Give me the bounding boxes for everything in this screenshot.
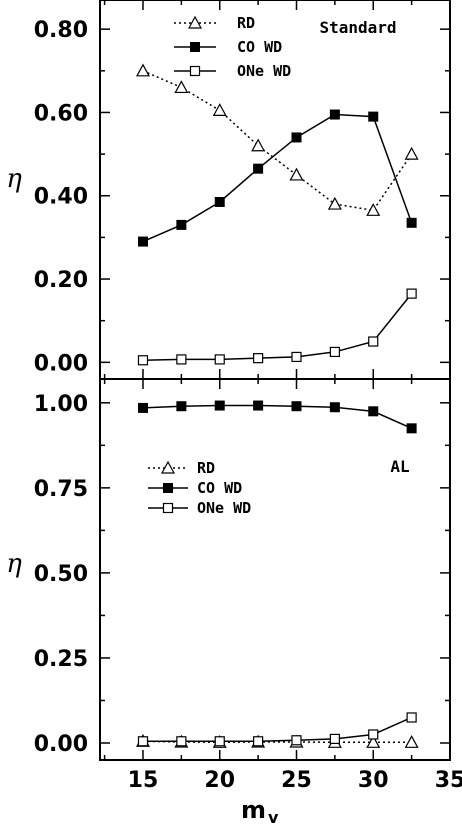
x-tick-label: 35 — [435, 768, 462, 793]
p1-point-2 — [329, 733, 340, 745]
p1-legend-marker-1 — [163, 483, 173, 493]
p1-point-1 — [214, 400, 225, 411]
p1-y-tick-label: 1.00 — [34, 392, 88, 417]
p0-point-0 — [135, 63, 150, 77]
p1-legend-label-1: CO WD — [197, 479, 242, 497]
p0-point-1 — [291, 132, 302, 143]
p1-point-0 — [366, 735, 381, 748]
bottom-panel-frame — [99, 378, 451, 761]
p0-point-0 — [327, 196, 342, 210]
p0-y-tick-label: 0.60 — [34, 101, 88, 126]
p0-series-line-1 — [142, 113, 413, 243]
p1-point-2 — [291, 735, 302, 746]
p1-point-2 — [253, 736, 264, 747]
p0-legend-label-0: RD — [237, 14, 255, 32]
p1-point-1 — [291, 401, 302, 412]
p1-point-1 — [176, 401, 187, 412]
p0-point-1 — [214, 196, 225, 207]
p0-series-line-2 — [142, 293, 413, 362]
bottom-panel-label: AL — [390, 457, 409, 476]
p1-point-2 — [176, 736, 187, 747]
bottom-y-axis-label: η — [6, 549, 22, 579]
p0-point-2 — [329, 346, 340, 358]
p1-point-1 — [253, 400, 264, 411]
p1-point-2 — [137, 736, 149, 747]
p0-y-tick-label: 0.20 — [34, 268, 88, 293]
p0-point-2 — [291, 351, 302, 363]
p0-point-1 — [137, 236, 148, 247]
p1-legend-label-0: RD — [197, 459, 215, 477]
p1-y-tick-label: 0.00 — [34, 732, 88, 757]
p0-point-2 — [176, 354, 187, 365]
p1-point-1 — [368, 406, 379, 417]
p1-series-line-2 — [142, 716, 412, 743]
p0-legend-marker-0 — [187, 15, 203, 29]
p0-y-tick-label: 0.40 — [34, 185, 88, 210]
p0-point-0 — [366, 203, 381, 216]
p0-point-0 — [174, 80, 189, 94]
p1-point-2 — [406, 712, 417, 723]
p0-point-1 — [406, 217, 417, 228]
p0-point-0 — [251, 138, 266, 152]
p1-legend-marker-0 — [160, 460, 176, 474]
p0-point-2 — [137, 355, 149, 366]
axis-ticks: 15 20 25 30 35 0.00 0.20 0.40 0.60 0.80 0.00 0.25 0.… — [34, 0, 462, 793]
top-y-axis-label: η — [6, 164, 22, 194]
x-tick-label: 30 — [358, 768, 389, 793]
p0-point-2 — [253, 353, 264, 364]
p1-legend-label-2: ONe WD — [197, 499, 251, 517]
p0-y-tick-label: 0.80 — [34, 18, 88, 43]
p0-point-2 — [406, 288, 417, 299]
p0-point-2 — [368, 336, 379, 347]
p0-legend-marker-2 — [189, 65, 201, 77]
p1-point-1 — [406, 423, 417, 434]
p1-point-1 — [137, 402, 148, 413]
p1-point-1 — [329, 402, 340, 413]
p1-series-line-1 — [142, 404, 412, 430]
top-panel-label: Standard — [319, 18, 396, 37]
p0-point-1 — [329, 109, 340, 120]
p0-point-0 — [212, 103, 227, 116]
p0-point-1 — [368, 111, 379, 122]
p0-legend-label-2: ONe WD — [237, 62, 291, 80]
p0-legend-marker-1 — [190, 42, 200, 52]
p1-point-2 — [214, 736, 225, 747]
legend-layer: RD CO WD ONe WD RD CO WD ONe WD — [148, 14, 291, 517]
x-axis-label: m — [241, 796, 266, 824]
p1-point-2 — [368, 729, 379, 740]
p1-y-tick-label: 0.75 — [34, 477, 88, 502]
x-tick-label: 25 — [281, 768, 312, 793]
p0-point-1 — [176, 219, 187, 230]
p0-point-0 — [289, 167, 304, 181]
series-layer — [135, 63, 419, 748]
p0-point-1 — [253, 163, 264, 174]
p0-point-2 — [214, 354, 225, 365]
x-tick-label: 15 — [128, 768, 159, 793]
p1-point-0 — [404, 735, 419, 748]
p1-y-tick-label: 0.25 — [34, 647, 88, 672]
x-axis-label-subscript: v — [268, 808, 279, 827]
p0-legend-label-1: CO WD — [237, 38, 282, 56]
top-panel-frame — [99, 0, 451, 380]
p0-point-0 — [404, 146, 419, 160]
p1-legend-marker-2 — [162, 502, 174, 514]
p0-y-tick-label: 0.00 — [34, 351, 88, 376]
p1-y-tick-label: 0.50 — [34, 562, 88, 587]
x-tick-label: 20 — [204, 768, 235, 793]
